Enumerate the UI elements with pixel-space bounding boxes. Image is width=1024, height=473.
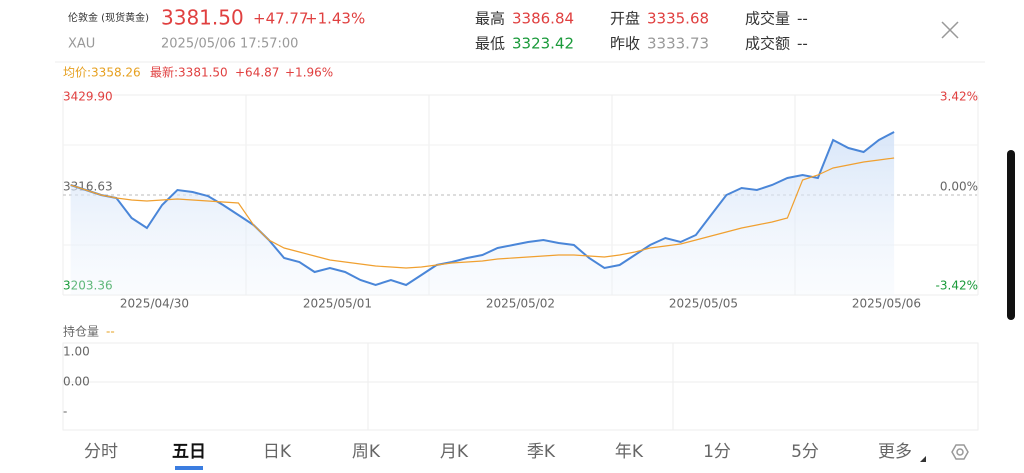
tab[interactable]: 更多 bbox=[878, 442, 912, 462]
x-tick-label: 2025/05/02 bbox=[486, 297, 555, 311]
y-tick-label: 3429.90 bbox=[63, 90, 113, 104]
change-pct: +1.43% bbox=[305, 10, 365, 28]
legend-change: +64.87 bbox=[235, 66, 279, 80]
tab[interactable]: 1分 bbox=[703, 442, 731, 462]
stat-label: 成交量 bbox=[745, 10, 790, 28]
tab-indicator bbox=[175, 466, 203, 470]
tab[interactable]: 分时 bbox=[84, 442, 118, 462]
tab[interactable]: 五日 bbox=[172, 442, 206, 462]
y2-tick-label: 3.42% bbox=[940, 90, 978, 104]
more-caret bbox=[920, 456, 926, 462]
tab[interactable]: 季K bbox=[527, 442, 556, 462]
tab[interactable]: 月K bbox=[440, 442, 469, 462]
tab[interactable]: 年K bbox=[615, 442, 644, 462]
oi-tick-label: 0.00 bbox=[63, 375, 90, 389]
stat-label: 开盘 bbox=[610, 10, 640, 28]
x-tick-label: 2025/05/05 bbox=[669, 297, 738, 311]
stat-label: 成交额 bbox=[745, 35, 790, 53]
tab[interactable]: 周K bbox=[352, 442, 381, 462]
x-tick-label: 2025/05/06 bbox=[852, 297, 921, 311]
oi-frame bbox=[62, 342, 979, 431]
stat-value: 3323.42 bbox=[512, 35, 574, 53]
scrollbar bbox=[1007, 150, 1015, 320]
stat-value: 3386.84 bbox=[512, 10, 574, 28]
asset-name: 伦敦金 (现货黄金) bbox=[68, 11, 149, 24]
x-tick-label: 2025/05/01 bbox=[303, 297, 372, 311]
stat-label: 最低 bbox=[475, 35, 505, 53]
oi-value: -- bbox=[106, 325, 115, 339]
price-area bbox=[70, 132, 895, 295]
y2-tick-label: 0.00% bbox=[940, 180, 978, 194]
change: +47.77 bbox=[253, 10, 309, 28]
tab[interactable]: 日K bbox=[263, 442, 292, 462]
legend-change-pct: +1.96% bbox=[285, 66, 333, 80]
legend-last: 最新:3381.50 bbox=[150, 65, 228, 80]
code: XAU bbox=[68, 37, 95, 52]
legend-avg: 均价:3358.26 bbox=[63, 66, 141, 80]
stat-value: -- bbox=[797, 35, 808, 53]
stat-label: 最高 bbox=[475, 10, 505, 28]
stat-value: -- bbox=[797, 10, 808, 28]
close-button[interactable] bbox=[941, 21, 959, 39]
x-tick-label: 2025/04/30 bbox=[120, 297, 189, 311]
oi-label: 持仓量 bbox=[63, 324, 99, 339]
price-line bbox=[70, 131, 895, 287]
price: 3381.50 bbox=[161, 6, 244, 30]
y2-tick-label: -3.42% bbox=[936, 279, 978, 293]
stat-value: 3333.73 bbox=[647, 35, 709, 53]
stat-value: 3335.68 bbox=[647, 10, 709, 28]
settings-button[interactable] bbox=[951, 444, 969, 460]
time: 2025/05/06 17:57:00 bbox=[161, 37, 298, 52]
stat-label: 昨收 bbox=[610, 35, 640, 53]
avg-line bbox=[70, 157, 895, 269]
tab[interactable]: 5分 bbox=[791, 442, 819, 462]
oi-tick-label: 1.00 bbox=[63, 345, 90, 359]
oi-tick-label: - bbox=[63, 405, 67, 419]
